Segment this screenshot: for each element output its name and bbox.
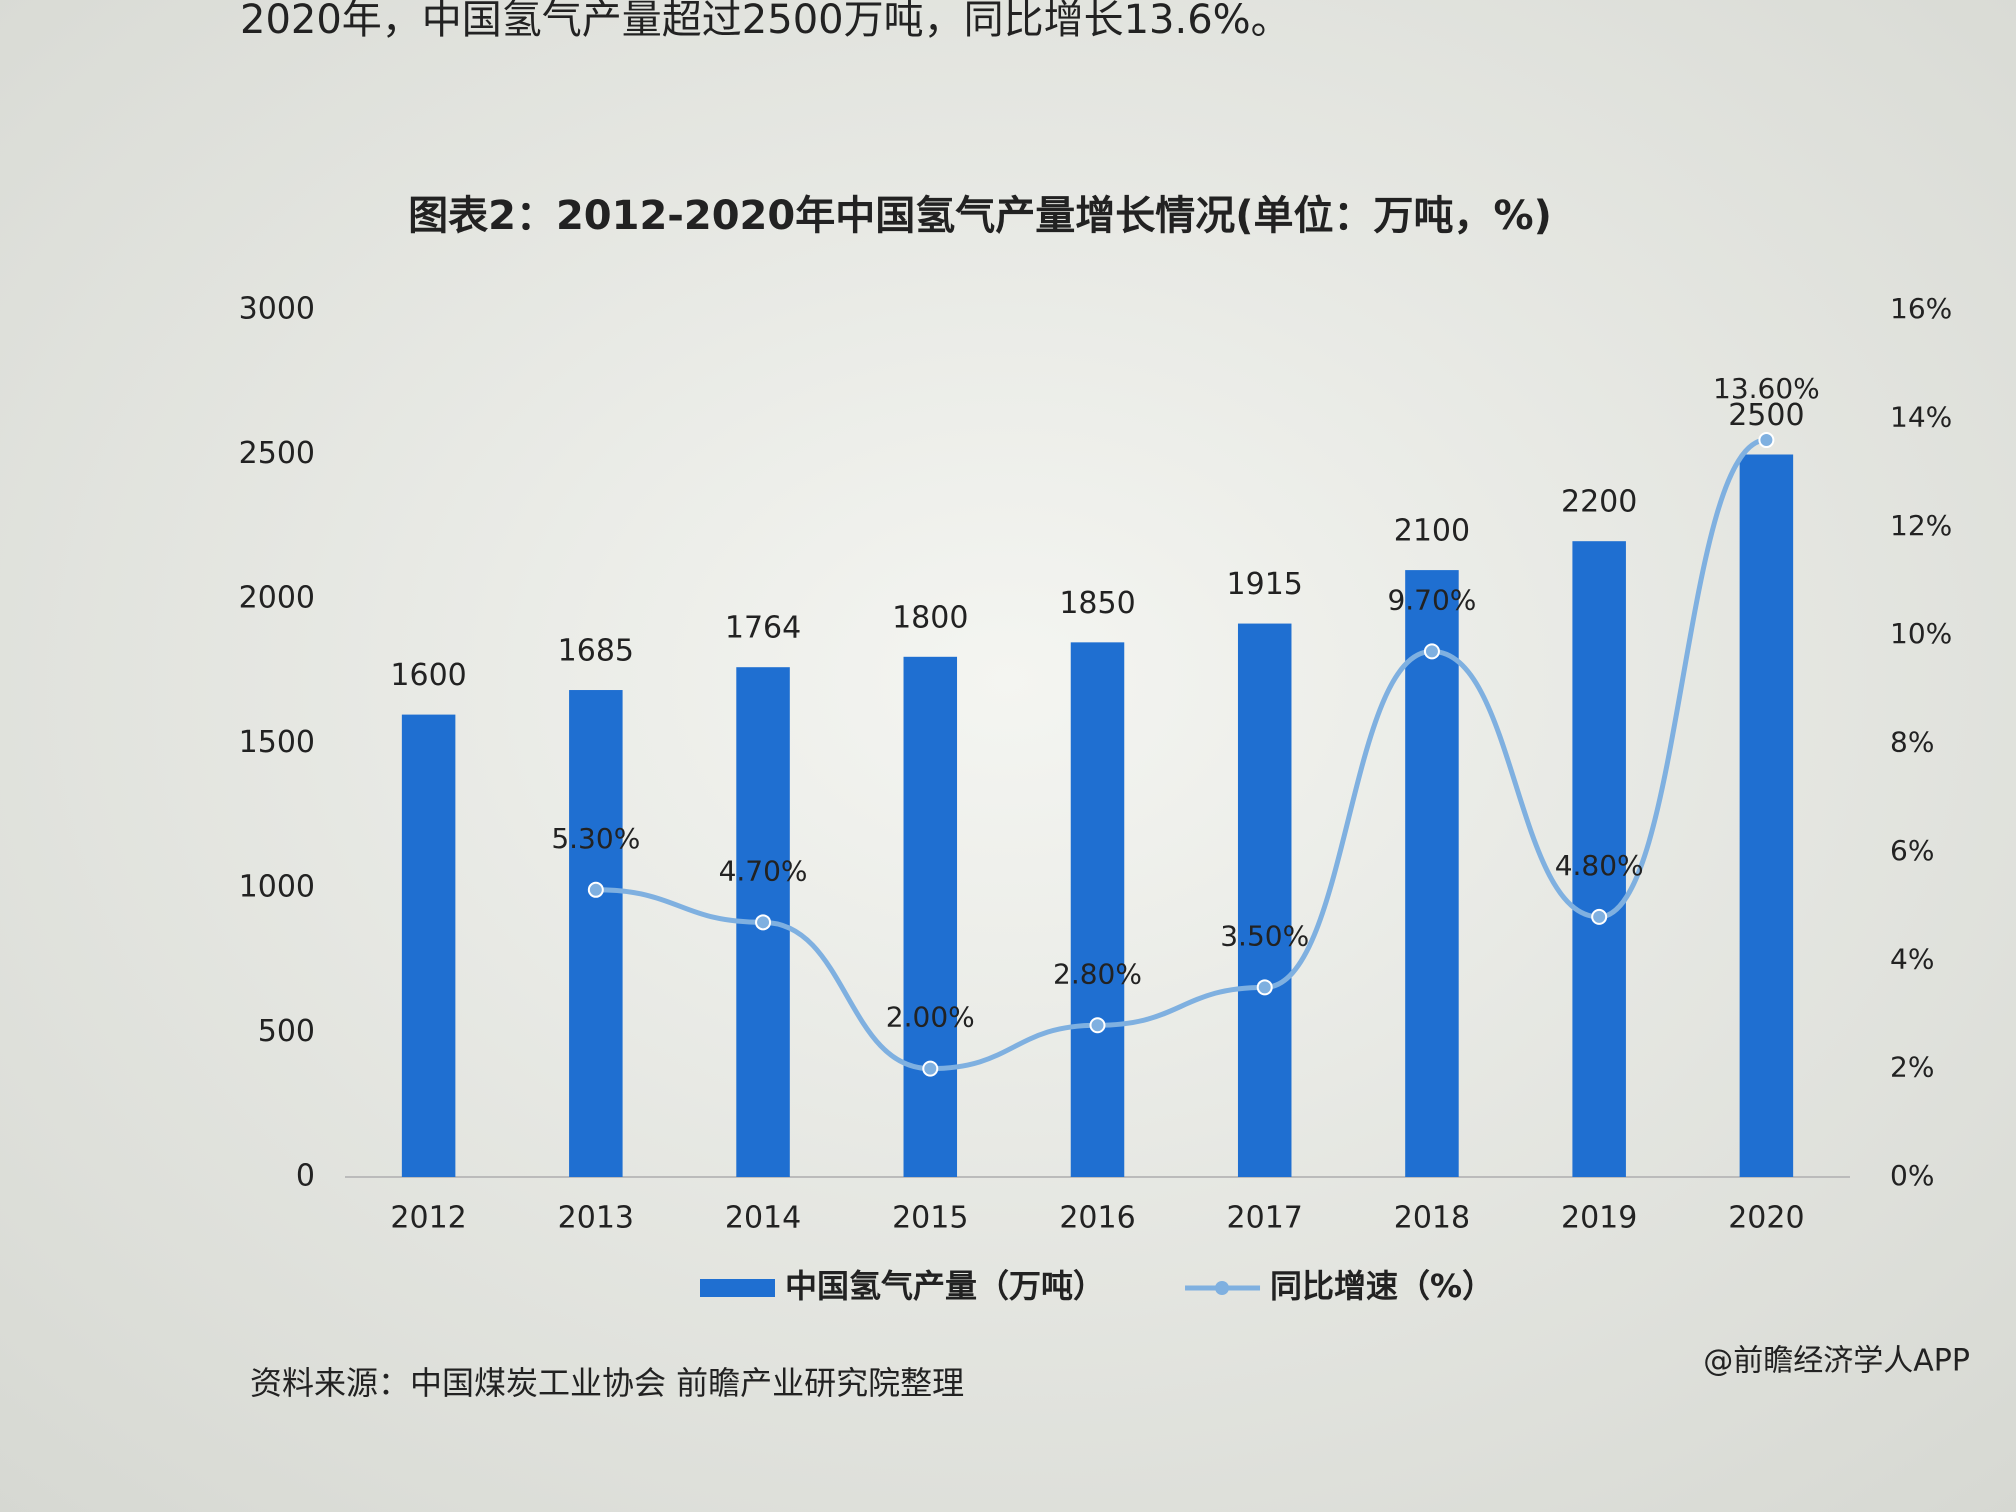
line-point xyxy=(1423,643,1440,660)
line-point xyxy=(755,914,772,931)
y2-tick-label: 16% xyxy=(1890,292,1952,325)
line-value-label: 5.30% xyxy=(551,822,640,855)
x-tick-label: 2017 xyxy=(1227,1201,1303,1236)
line-point xyxy=(1089,1017,1106,1034)
bar-value-label: 2500 xyxy=(1728,398,1804,433)
line-value-label: 3.50% xyxy=(1220,919,1309,952)
line-point xyxy=(1758,432,1775,449)
x-tick-label: 2019 xyxy=(1561,1201,1637,1236)
chart-title: 图表2：2012-2020年中国氢气产量增长情况(单位：万吨，%) xyxy=(408,193,1552,239)
line-value-label: 2.80% xyxy=(1053,957,1142,990)
bar xyxy=(1405,570,1459,1177)
x-tick-label: 2015 xyxy=(892,1201,968,1236)
bar-value-label: 1850 xyxy=(1059,586,1135,621)
y2-tick-label: 14% xyxy=(1890,400,1952,433)
legend-swatch xyxy=(700,1279,775,1297)
bar-value-label: 1915 xyxy=(1227,567,1303,602)
y2-tick-label: 2% xyxy=(1890,1051,1934,1084)
bar xyxy=(1739,454,1794,1177)
line-value-label: 9.70% xyxy=(1387,583,1476,616)
intro-text: 2020年，中国氢气产量超过2500万吨，同比增长13.6%。 xyxy=(240,0,1291,43)
bar-value-label: 1600 xyxy=(390,658,466,693)
line-value-label: 4.70% xyxy=(719,854,808,887)
line-point xyxy=(922,1060,939,1077)
bar-value-label: 1685 xyxy=(558,634,634,669)
y-tick-label: 1500 xyxy=(239,725,315,760)
x-tick-label: 2016 xyxy=(1059,1201,1135,1236)
line-point xyxy=(587,881,604,898)
bar xyxy=(1070,642,1125,1177)
y-tick-label: 1000 xyxy=(239,870,315,905)
x-tick-label: 2014 xyxy=(725,1201,801,1236)
watermark: @前瞻经济学人APP xyxy=(1703,1344,1970,1379)
line-value-label: 13.60% xyxy=(1713,372,1820,405)
x-tick-label: 2018 xyxy=(1394,1201,1470,1236)
y2-tick-label: 0% xyxy=(1890,1159,1934,1192)
x-tick-label: 2013 xyxy=(558,1201,634,1236)
y-tick-label: 500 xyxy=(258,1014,315,1049)
bar xyxy=(903,656,958,1177)
y-tick-label: 0 xyxy=(296,1159,315,1194)
bar-value-label: 2200 xyxy=(1561,485,1637,520)
bar xyxy=(1237,623,1292,1177)
y2-tick-label: 4% xyxy=(1890,942,1934,975)
source: 资料来源：中国煤炭工业协会 前瞻产业研究院整理 xyxy=(250,1364,964,1402)
legend-label: 同比增速（%） xyxy=(1270,1267,1494,1305)
line xyxy=(595,437,1767,1072)
bar-value-label: 1764 xyxy=(725,611,801,646)
y-tick-label: 3000 xyxy=(239,292,315,327)
line-point xyxy=(1591,908,1608,925)
line-value-label: 4.80% xyxy=(1555,849,1644,882)
y-tick-label: 2000 xyxy=(239,581,315,616)
y2-tick-label: 12% xyxy=(1890,509,1952,542)
bar-value-label: 1800 xyxy=(892,600,968,635)
line-value-label: 2.00% xyxy=(886,1001,975,1034)
y2-tick-label: 10% xyxy=(1890,617,1952,650)
bar-value-label: 2100 xyxy=(1394,514,1470,549)
x-tick-label: 2012 xyxy=(390,1201,466,1236)
y2-tick-label: 6% xyxy=(1890,834,1934,867)
line-point xyxy=(1256,979,1273,996)
bar xyxy=(1572,541,1626,1177)
y2-tick-label: 8% xyxy=(1890,726,1934,759)
legend-label: 中国氢气产量（万吨） xyxy=(785,1267,1105,1305)
y-tick-label: 2500 xyxy=(239,436,315,471)
bar xyxy=(569,690,623,1177)
x-tick-label: 2020 xyxy=(1728,1201,1804,1236)
bar xyxy=(401,714,456,1177)
legend-marker xyxy=(1215,1281,1230,1295)
